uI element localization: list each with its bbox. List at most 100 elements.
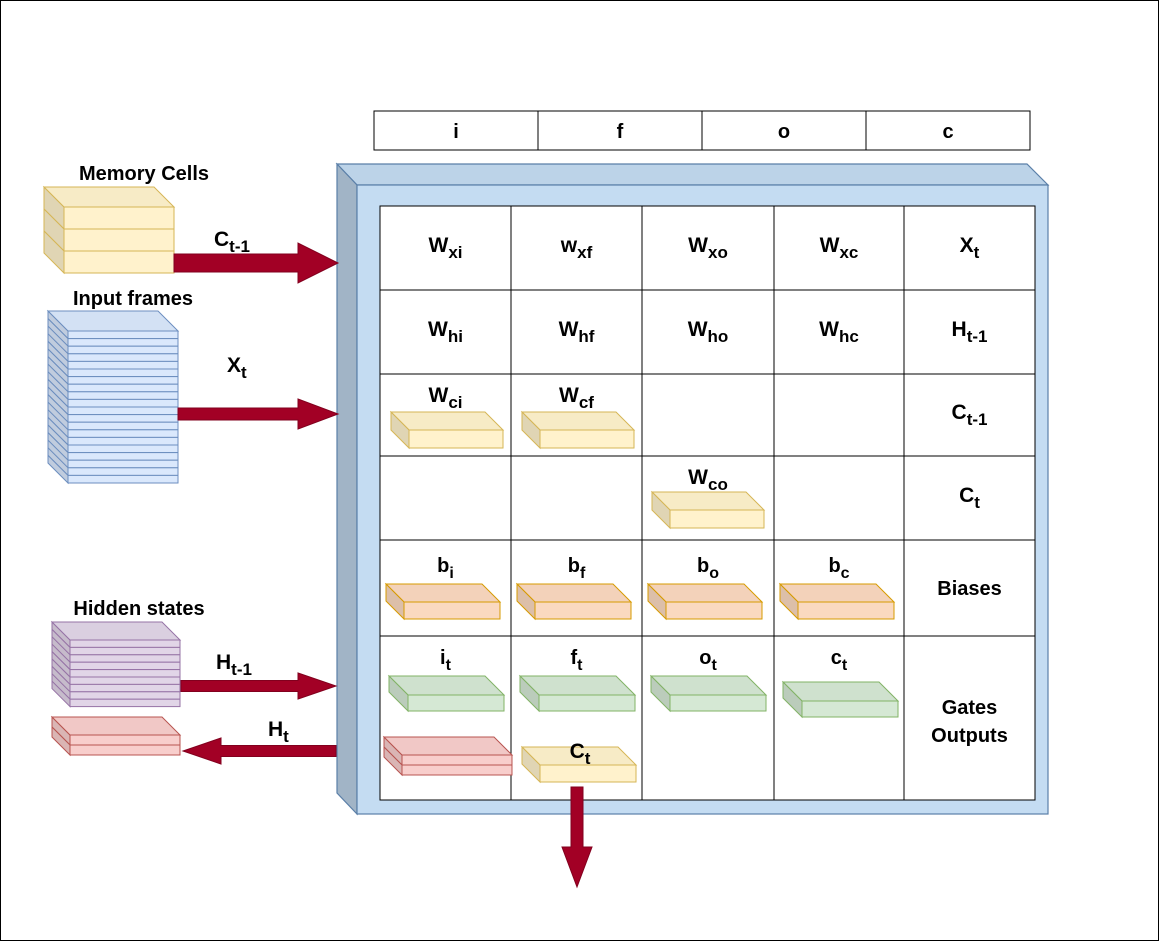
x-arrow xyxy=(177,398,340,430)
hidden-states-stack-layer xyxy=(69,676,181,685)
cell-r3-c2-tensor xyxy=(650,490,766,530)
gate-header-o: o xyxy=(778,121,790,143)
cell-r5-c1-label-sub: t xyxy=(577,657,583,674)
c-prev-arrow-label-base: C xyxy=(214,228,229,251)
cell-r4-c2-label-sub: o xyxy=(709,565,719,582)
cell-r1-c4-sub: t-1 xyxy=(967,327,988,346)
cell-r2-c0-tensor xyxy=(389,410,505,450)
hidden-states-stack-layer xyxy=(69,683,181,693)
cell-r1-c0: Whi xyxy=(428,318,463,346)
hidden-output-in-grid xyxy=(382,735,514,777)
left-sources: Memory Cells Input frames Hidden states xyxy=(42,163,209,757)
cell-state-output-tensor-front xyxy=(539,764,637,783)
hidden-states-stack-layer xyxy=(69,698,181,708)
hidden-output-in-grid-layer xyxy=(401,754,513,766)
input-frames-stack-layer xyxy=(67,429,179,438)
cell-r4-c1-tensor xyxy=(515,582,633,621)
cell-r4-c3-tensor xyxy=(778,582,896,621)
cell-r2-c0-label: Wci xyxy=(428,384,462,412)
x-arrow-label: Xt xyxy=(227,354,247,382)
cell-r4-c3-label-sub: c xyxy=(841,565,850,582)
cell-r2-c4-sub: t-1 xyxy=(967,410,988,429)
memory-cells-stack xyxy=(42,185,176,275)
input-frames-stack-layer xyxy=(67,406,179,416)
cell-r5-c2-tensor-top xyxy=(649,675,768,696)
cell-r2-c1-label-sub: cf xyxy=(579,393,594,412)
cell-r4-c0-tensor xyxy=(384,582,502,621)
memory-cells-stack-top xyxy=(42,186,176,208)
cell-r4-c0-tensor-top xyxy=(384,583,502,603)
cell-r3-c2-label: Wco xyxy=(688,466,728,494)
weights-panel-side xyxy=(336,162,358,816)
h-prev-arrow-label-sub: t-1 xyxy=(231,660,252,679)
input-frames-stack-layer xyxy=(67,398,179,408)
hidden-output-stack-layer xyxy=(69,744,181,756)
cell-r3-c2-label-sub: co xyxy=(708,475,728,494)
cell-state-down-arrow xyxy=(561,786,593,889)
cell-r4-c2-tensor-top xyxy=(646,583,764,603)
cell-r0-c0-sub: xi xyxy=(448,243,462,262)
hidden-states-label: Hidden states xyxy=(73,598,204,620)
cell-r2-c0-label-base: W xyxy=(428,384,448,407)
hidden-states-stack-layer xyxy=(69,669,181,678)
input-frames-stack-layer xyxy=(67,414,179,423)
input-frames-stack-layer xyxy=(67,436,179,446)
cell-r0-c3-sub: xc xyxy=(839,243,858,262)
cell-r1-c3: Whc xyxy=(819,318,859,346)
cell-r2-c1-tensor-top xyxy=(520,411,636,431)
cell-r5-c0-tensor-front xyxy=(407,694,505,712)
cell-r0-c4: Xt xyxy=(960,234,980,262)
cell-r5-c2-tensor xyxy=(649,674,768,713)
cell-r2-c1-tensor xyxy=(520,410,636,450)
cell-r4-c4: Biases xyxy=(937,578,1002,600)
cell-r3-c2-tensor-front xyxy=(669,509,765,529)
cell-r3-c4-base: C xyxy=(959,484,974,507)
cell-r1-c2: Who xyxy=(688,318,729,346)
cell-r5-c3-tensor-top xyxy=(781,681,900,702)
h-prev-arrow-label: Ht-1 xyxy=(216,651,252,679)
cell-r1-c1: Whf xyxy=(559,318,595,346)
cell-r0-c2-sub: xo xyxy=(708,243,728,262)
cell-r0-c4-base: X xyxy=(960,234,974,257)
input-frames-stack-layer xyxy=(67,353,179,362)
c-prev-arrow-label: Ct-1 xyxy=(214,228,250,256)
cell-r0-c3: Wxc xyxy=(820,234,859,262)
cell-r4-c3-label-base: b xyxy=(828,555,840,577)
cell-state-output-label-sub: t xyxy=(585,749,591,768)
cell-r4-c1-tensor-front xyxy=(534,601,632,620)
cell-r2-c0-tensor-front xyxy=(408,429,504,449)
cell-r1-c4-base: H xyxy=(952,318,967,341)
h-prev-arrow xyxy=(180,672,338,700)
input-frames-stack-layer xyxy=(67,383,179,393)
hidden-states-stack-top xyxy=(50,621,182,641)
h-out-arrow xyxy=(181,737,337,765)
gate-header-cell xyxy=(537,110,703,151)
cell-r4-c0-label: bi xyxy=(437,555,454,582)
c-prev-arrow-label-sub: t-1 xyxy=(229,237,250,256)
h-out-arrow-label-base: H xyxy=(268,718,283,741)
input-frames-stack-layer xyxy=(67,360,179,370)
input-frames-stack-layer xyxy=(67,421,179,431)
cell-r1-c2-sub: ho xyxy=(708,327,729,346)
cell-r2-c1-label: Wcf xyxy=(559,384,594,412)
cell-r4-c3-tensor-front xyxy=(797,601,895,620)
cell-r0-c1-base: w xyxy=(560,234,578,257)
cell-r4-c2-label-base: b xyxy=(697,555,709,577)
gate-header-i: i xyxy=(453,121,459,143)
cell-r1-c4: Ht-1 xyxy=(952,318,988,346)
cell-r4-c0-tensor-front xyxy=(403,601,501,620)
hidden-states-stack-layer xyxy=(69,639,181,648)
input-frames-stack-layer xyxy=(67,444,179,454)
cell-r2-c0-label-sub: ci xyxy=(448,393,462,412)
memory-cells-stack-layer xyxy=(63,206,175,230)
cell-r5-c4-line0: Gates xyxy=(942,697,998,719)
gate-header-cell xyxy=(373,110,539,151)
input-frames-stack-layer xyxy=(67,474,179,484)
hidden-output-stack xyxy=(50,715,182,757)
h-out-arrow-label-sub: t xyxy=(283,727,289,746)
gate-header-f: f xyxy=(617,121,624,143)
memory-cells-label: Memory Cells xyxy=(79,163,209,185)
hidden-output-in-grid-top xyxy=(382,736,514,756)
cell-r4-c1-label-sub: f xyxy=(580,565,586,582)
